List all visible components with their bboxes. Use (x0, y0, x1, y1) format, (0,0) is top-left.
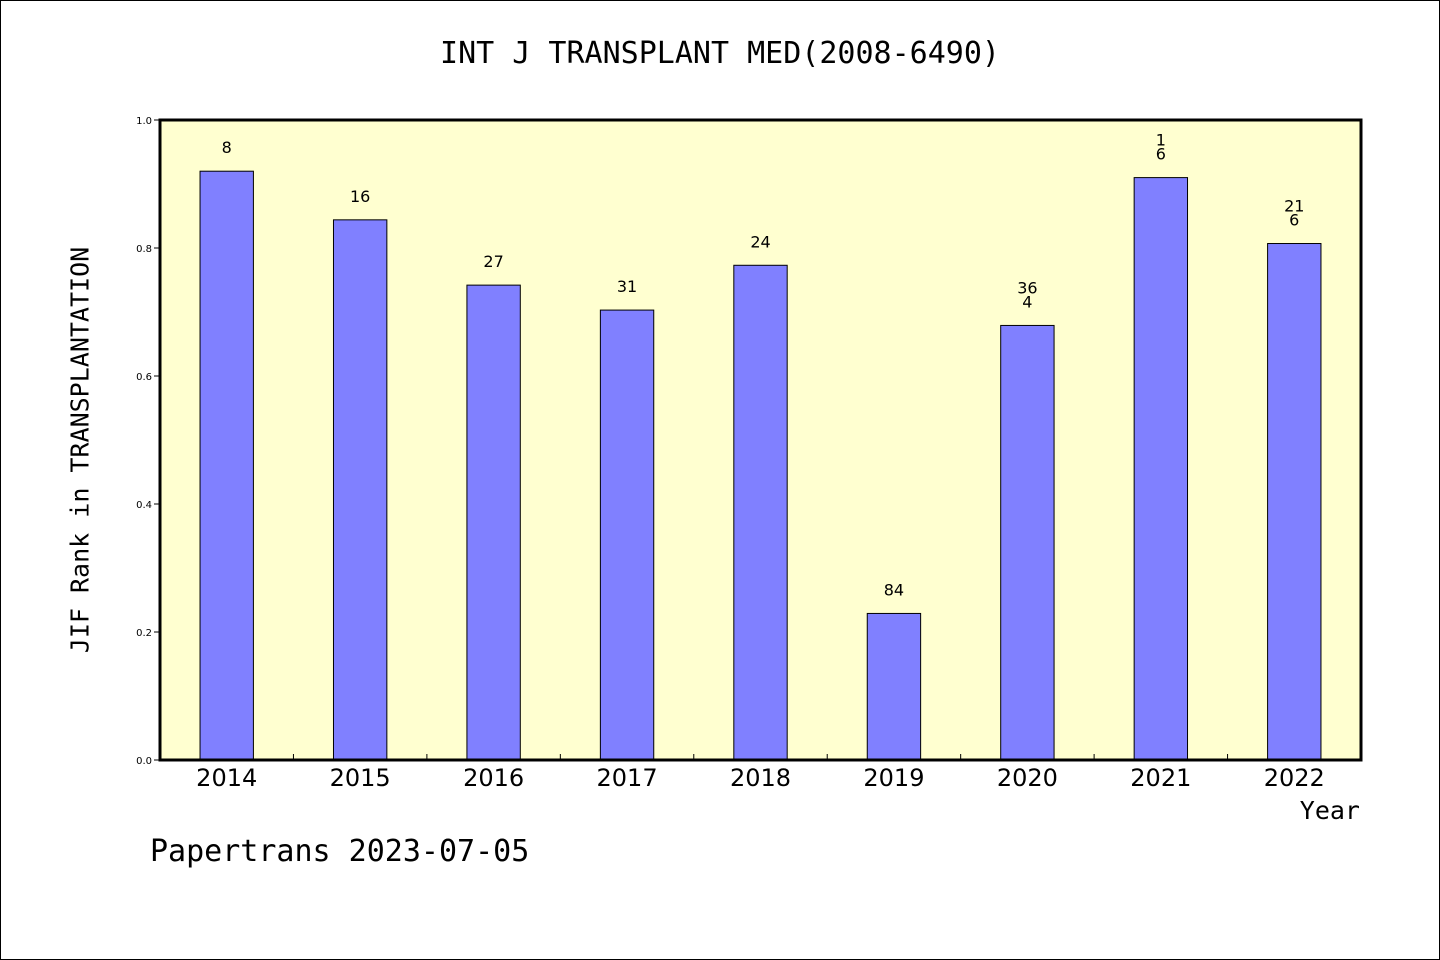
data-label: 36 (1017, 278, 1037, 297)
data-label: 31 (617, 277, 637, 296)
data-label: 6 (1156, 145, 1166, 164)
data-label: 8 (222, 138, 232, 157)
footer-note: Papertrans 2023-07-05 (150, 834, 530, 869)
bar (466, 284, 521, 761)
data-label: 16 (350, 187, 370, 206)
x-axis-label: Year (1299, 796, 1360, 825)
y-tick-label: 0.6 (136, 372, 152, 383)
data-label: 1 (1156, 131, 1166, 150)
bar (733, 264, 788, 761)
x-tick-label: 2014 (196, 764, 257, 792)
data-label: 27 (483, 252, 503, 271)
bar (599, 309, 655, 761)
data-label: 4 (1022, 292, 1032, 311)
bar (1133, 177, 1189, 761)
x-tick-label: 2021 (1130, 764, 1191, 792)
data-label: 21 (1284, 197, 1304, 216)
bar (1000, 324, 1055, 761)
bar (332, 219, 388, 761)
data-label: 6 (1289, 211, 1299, 230)
x-tick-label: 2018 (730, 764, 791, 792)
x-tick-label: 2017 (597, 764, 658, 792)
plot-border (158, 118, 1363, 762)
y-tick-label: 0.4 (136, 500, 152, 511)
chart-title: INT J TRANSPLANT MED(2008-6490) (440, 36, 1000, 71)
x-tick-label: 2020 (997, 764, 1058, 792)
y-tick-label: 0.8 (136, 244, 152, 255)
y-tick-label: 0.0 (136, 756, 152, 767)
bar (1267, 243, 1322, 761)
data-label: 24 (750, 232, 770, 251)
x-tick-label: 2019 (863, 764, 924, 792)
y-tick-label: 1.0 (136, 116, 152, 127)
y-tick-label: 0.2 (136, 628, 152, 639)
x-tick-label: 2022 (1264, 764, 1325, 792)
bar (199, 170, 254, 761)
x-tick-label: 2016 (463, 764, 524, 792)
data-label: 84 (884, 580, 904, 599)
x-tick-label: 2015 (330, 764, 391, 792)
bar (866, 612, 922, 761)
